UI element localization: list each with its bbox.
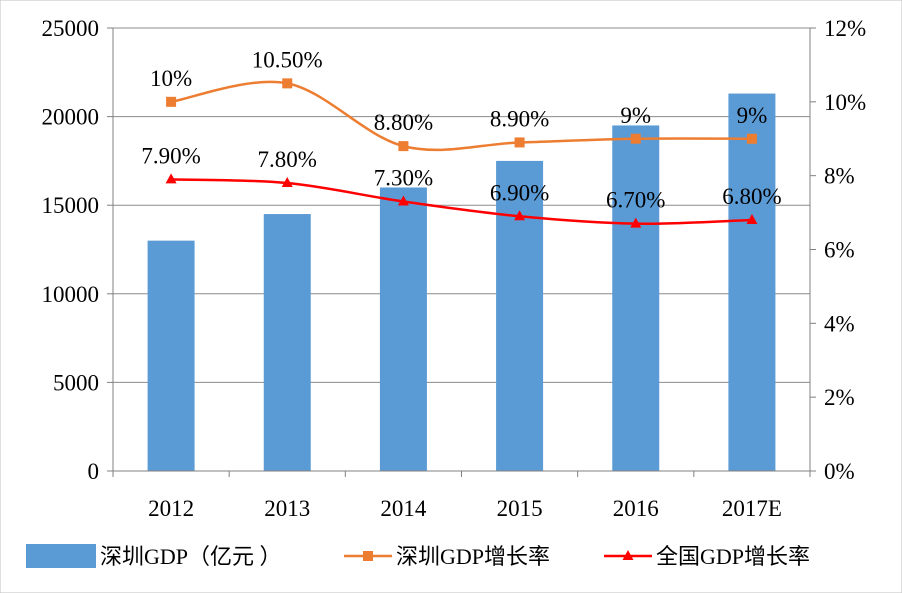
data-point-marker (397, 195, 409, 206)
data-label: 6.90% (490, 180, 549, 205)
right-axis-ticks: 0% 2% 4% 6% 8% 10% 12% (810, 16, 866, 484)
legend: 深圳GDP（亿元 ） 深圳GDP增长率 全国GDP增长率 (26, 544, 810, 569)
data-label: 9% (737, 103, 768, 128)
left-tick-label: 20000 (42, 105, 100, 130)
data-point-marker (165, 173, 177, 184)
data-label: 10.50% (252, 47, 323, 72)
data-point-marker (630, 217, 642, 228)
x-tick-label: 2016 (613, 496, 659, 521)
data-label: 9% (620, 103, 651, 128)
series-line (171, 178, 752, 225)
left-tick-label: 5000 (53, 370, 99, 395)
x-tick-label: 2017E (722, 496, 782, 521)
line-series: 10% 10.50% 8.80% 8.90% 9% 9% 7.90% 7.80% 7.30% 6.… (141, 47, 782, 228)
x-axis-ticks: 2012 2013 2014 2015 2016 2017E (148, 496, 782, 521)
data-point-marker (514, 137, 525, 148)
data-label: 7.90% (141, 143, 200, 168)
left-tick-label: 15000 (42, 193, 100, 218)
bar-2015 (496, 160, 544, 471)
data-point-marker (398, 141, 409, 152)
bar-2013 (263, 214, 311, 471)
right-tick-label: 4% (824, 311, 855, 336)
data-point-marker (166, 96, 177, 107)
bar-series (147, 93, 776, 472)
legend-swatch-marker (622, 550, 634, 560)
data-point-marker (281, 177, 293, 188)
data-point-marker (514, 210, 526, 221)
data-label: 6.80% (722, 184, 781, 209)
bar-2016 (612, 125, 660, 472)
right-tick-label: 0% (824, 459, 855, 484)
data-point-marker (746, 213, 758, 224)
data-point-marker (630, 133, 641, 144)
x-tick-label: 2013 (264, 496, 310, 521)
right-tick-label: 8% (824, 164, 855, 189)
right-tick-label: 2% (824, 385, 855, 410)
data-point-marker (282, 78, 293, 89)
data-point-marker (746, 133, 757, 144)
data-label: 7.30% (374, 166, 433, 191)
legend-label: 深圳GDP增长率 (396, 544, 550, 569)
gridlines (113, 27, 810, 383)
left-axis-ticks: 0 5000 10000 15000 20000 25000 (42, 16, 113, 484)
series-line (170, 80, 752, 152)
data-label: 7.80% (258, 147, 317, 172)
bar-2014 (379, 187, 427, 472)
right-tick-label: 10% (824, 90, 866, 115)
left-tick-label: 25000 (42, 16, 100, 41)
data-label: 8.80% (374, 110, 433, 135)
left-tick-label: 0 (88, 459, 100, 484)
legend-swatch-marker (363, 551, 373, 561)
series-national-growth: 7.90% 7.80% 7.30% 6.90% 6.70% 6.80% (141, 143, 782, 228)
left-tick-label: 10000 (42, 282, 100, 307)
data-label: 6.70% (606, 188, 665, 213)
legend-label: 深圳GDP（亿元 ） (100, 544, 282, 569)
legend-swatch-bar (26, 544, 96, 568)
data-label: 8.90% (490, 106, 549, 131)
x-tick-label: 2012 (148, 496, 194, 521)
x-tick-label: 2015 (497, 496, 543, 521)
bar-2017E (728, 93, 776, 472)
series-shenzhen-growth: 10% 10.50% 8.80% 8.90% 9% 9% (150, 47, 768, 152)
legend-label: 全国GDP增长率 (656, 544, 810, 569)
x-tick-label: 2014 (380, 496, 427, 521)
bar-2012 (147, 240, 195, 471)
right-tick-label: 6% (824, 238, 855, 263)
right-tick-label: 12% (824, 16, 866, 41)
data-label: 10% (150, 66, 192, 91)
